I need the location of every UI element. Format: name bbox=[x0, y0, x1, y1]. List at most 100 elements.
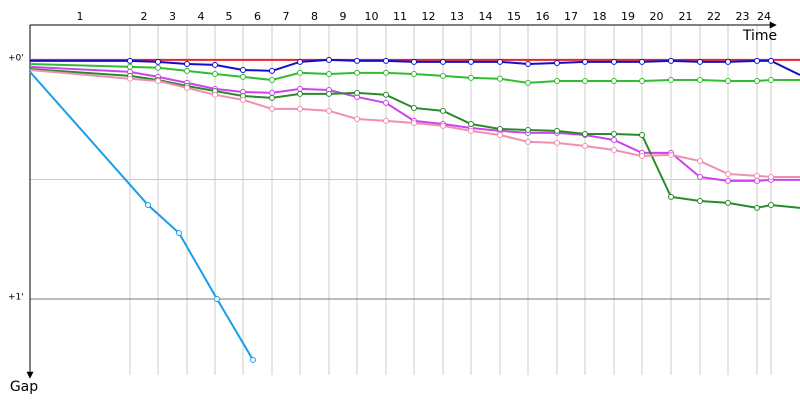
point bbox=[725, 58, 731, 65]
point bbox=[697, 158, 703, 165]
point bbox=[725, 177, 731, 184]
point bbox=[639, 153, 645, 160]
point bbox=[668, 57, 674, 64]
series-line bbox=[30, 58, 800, 76]
point bbox=[145, 202, 151, 209]
point bbox=[525, 79, 531, 86]
point bbox=[212, 91, 218, 98]
grid: 1 2 3 4 5 6 7 8 9 10 11 12 13 14 15 16 17 18 19 20 21 22 23 24+… bbox=[8, 10, 800, 375]
point bbox=[554, 127, 560, 134]
point bbox=[354, 89, 360, 96]
point bbox=[127, 57, 133, 64]
point bbox=[127, 63, 133, 70]
point bbox=[354, 69, 360, 76]
point bbox=[611, 58, 617, 65]
point bbox=[326, 56, 332, 63]
point bbox=[269, 76, 275, 83]
point bbox=[269, 89, 275, 96]
point bbox=[176, 229, 182, 236]
point bbox=[497, 131, 503, 138]
point bbox=[127, 75, 133, 82]
lap-label: 10 bbox=[365, 10, 379, 23]
point bbox=[383, 99, 389, 106]
point bbox=[768, 76, 774, 83]
point bbox=[250, 356, 256, 363]
lap-label: 9 bbox=[340, 10, 347, 23]
series-line bbox=[29, 68, 800, 179]
lap-label: 21 bbox=[679, 10, 693, 23]
point bbox=[440, 122, 446, 129]
series-line bbox=[29, 62, 800, 84]
point bbox=[155, 58, 161, 65]
point bbox=[184, 67, 190, 74]
point bbox=[468, 120, 474, 127]
y-tick-label: +1' bbox=[8, 292, 24, 302]
point bbox=[440, 58, 446, 65]
point bbox=[754, 57, 760, 64]
series-line bbox=[29, 65, 800, 182]
point bbox=[697, 197, 703, 204]
point bbox=[411, 104, 417, 111]
x-axis-label: Time bbox=[742, 28, 777, 44]
point bbox=[354, 57, 360, 64]
point bbox=[468, 127, 474, 134]
point bbox=[240, 66, 246, 73]
point bbox=[497, 75, 503, 82]
point bbox=[768, 202, 774, 209]
point bbox=[754, 177, 760, 184]
point bbox=[212, 71, 218, 78]
point bbox=[354, 115, 360, 122]
point bbox=[582, 142, 588, 149]
point bbox=[582, 58, 588, 65]
point bbox=[297, 69, 303, 76]
lap-label: 23 bbox=[736, 10, 750, 23]
lap-label: 3 bbox=[169, 10, 176, 23]
point bbox=[269, 67, 275, 74]
point bbox=[582, 77, 588, 84]
point bbox=[383, 69, 389, 76]
point bbox=[697, 58, 703, 65]
point bbox=[326, 90, 332, 97]
lap-label: 18 bbox=[593, 10, 607, 23]
point bbox=[611, 136, 617, 143]
lap-label: 5 bbox=[226, 10, 233, 23]
point bbox=[383, 117, 389, 124]
point bbox=[440, 72, 446, 79]
point bbox=[525, 126, 531, 133]
series-line bbox=[29, 67, 800, 209]
point bbox=[754, 172, 760, 179]
lap-label: 14 bbox=[479, 10, 493, 23]
point bbox=[297, 90, 303, 97]
point bbox=[554, 60, 560, 67]
point bbox=[411, 58, 417, 65]
point bbox=[468, 74, 474, 81]
lap-label: 15 bbox=[507, 10, 521, 23]
point bbox=[383, 57, 389, 64]
lap-label: 24 bbox=[757, 10, 771, 23]
point bbox=[214, 295, 220, 302]
point bbox=[212, 61, 218, 68]
point bbox=[269, 94, 275, 101]
point bbox=[155, 64, 161, 71]
point bbox=[326, 107, 332, 114]
lap-label: 20 bbox=[650, 10, 664, 23]
point bbox=[697, 76, 703, 83]
lap-label: 4 bbox=[198, 10, 205, 23]
point bbox=[754, 77, 760, 84]
lap-label: 7 bbox=[283, 10, 290, 23]
point bbox=[582, 131, 588, 138]
lap-label: 17 bbox=[564, 10, 578, 23]
point bbox=[184, 84, 190, 91]
point bbox=[184, 60, 190, 67]
point bbox=[639, 58, 645, 65]
point bbox=[668, 193, 674, 200]
lap-label: 19 bbox=[621, 10, 635, 23]
point bbox=[440, 107, 446, 114]
point bbox=[297, 105, 303, 112]
point bbox=[269, 105, 275, 112]
lap-label: 8 bbox=[311, 10, 318, 23]
point bbox=[525, 138, 531, 145]
point bbox=[668, 151, 674, 158]
